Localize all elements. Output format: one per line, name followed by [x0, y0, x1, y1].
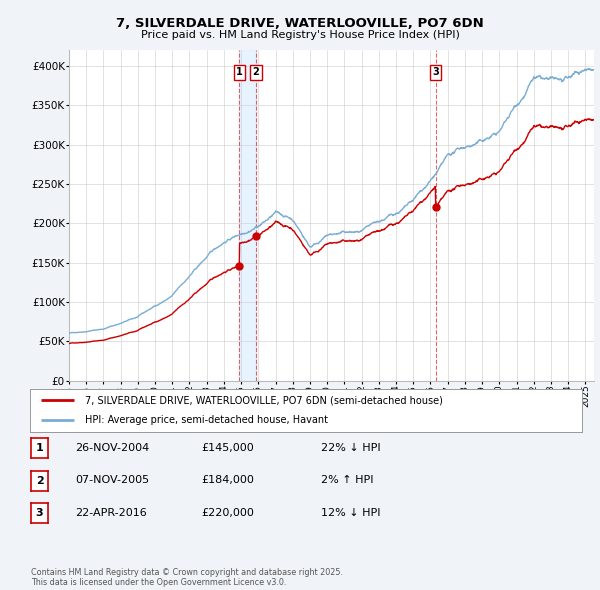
Bar — [239, 50, 256, 381]
Point — [235, 262, 244, 271]
Text: 1: 1 — [236, 67, 243, 77]
Text: 1: 1 — [36, 444, 43, 453]
Text: £184,000: £184,000 — [201, 476, 254, 485]
Text: 2% ↑ HPI: 2% ↑ HPI — [321, 476, 373, 485]
Text: 26-NOV-2004: 26-NOV-2004 — [75, 443, 149, 453]
Text: 12% ↓ HPI: 12% ↓ HPI — [321, 508, 380, 517]
Text: 2: 2 — [36, 476, 43, 486]
Point — [431, 203, 440, 212]
Text: 2: 2 — [253, 67, 259, 77]
Text: 3: 3 — [432, 67, 439, 77]
Text: 07-NOV-2005: 07-NOV-2005 — [75, 476, 149, 485]
Text: 7, SILVERDALE DRIVE, WATERLOOVILLE, PO7 6DN: 7, SILVERDALE DRIVE, WATERLOOVILLE, PO7 … — [116, 17, 484, 30]
Text: £145,000: £145,000 — [201, 443, 254, 453]
Text: 7, SILVERDALE DRIVE, WATERLOOVILLE, PO7 6DN (semi-detached house): 7, SILVERDALE DRIVE, WATERLOOVILLE, PO7 … — [85, 395, 443, 405]
Text: Price paid vs. HM Land Registry's House Price Index (HPI): Price paid vs. HM Land Registry's House … — [140, 30, 460, 40]
Text: 3: 3 — [36, 509, 43, 518]
Text: HPI: Average price, semi-detached house, Havant: HPI: Average price, semi-detached house,… — [85, 415, 328, 425]
Text: £220,000: £220,000 — [201, 508, 254, 517]
Text: 22-APR-2016: 22-APR-2016 — [75, 508, 147, 517]
Point — [251, 231, 260, 241]
Text: 22% ↓ HPI: 22% ↓ HPI — [321, 443, 380, 453]
Text: Contains HM Land Registry data © Crown copyright and database right 2025.
This d: Contains HM Land Registry data © Crown c… — [31, 568, 343, 587]
